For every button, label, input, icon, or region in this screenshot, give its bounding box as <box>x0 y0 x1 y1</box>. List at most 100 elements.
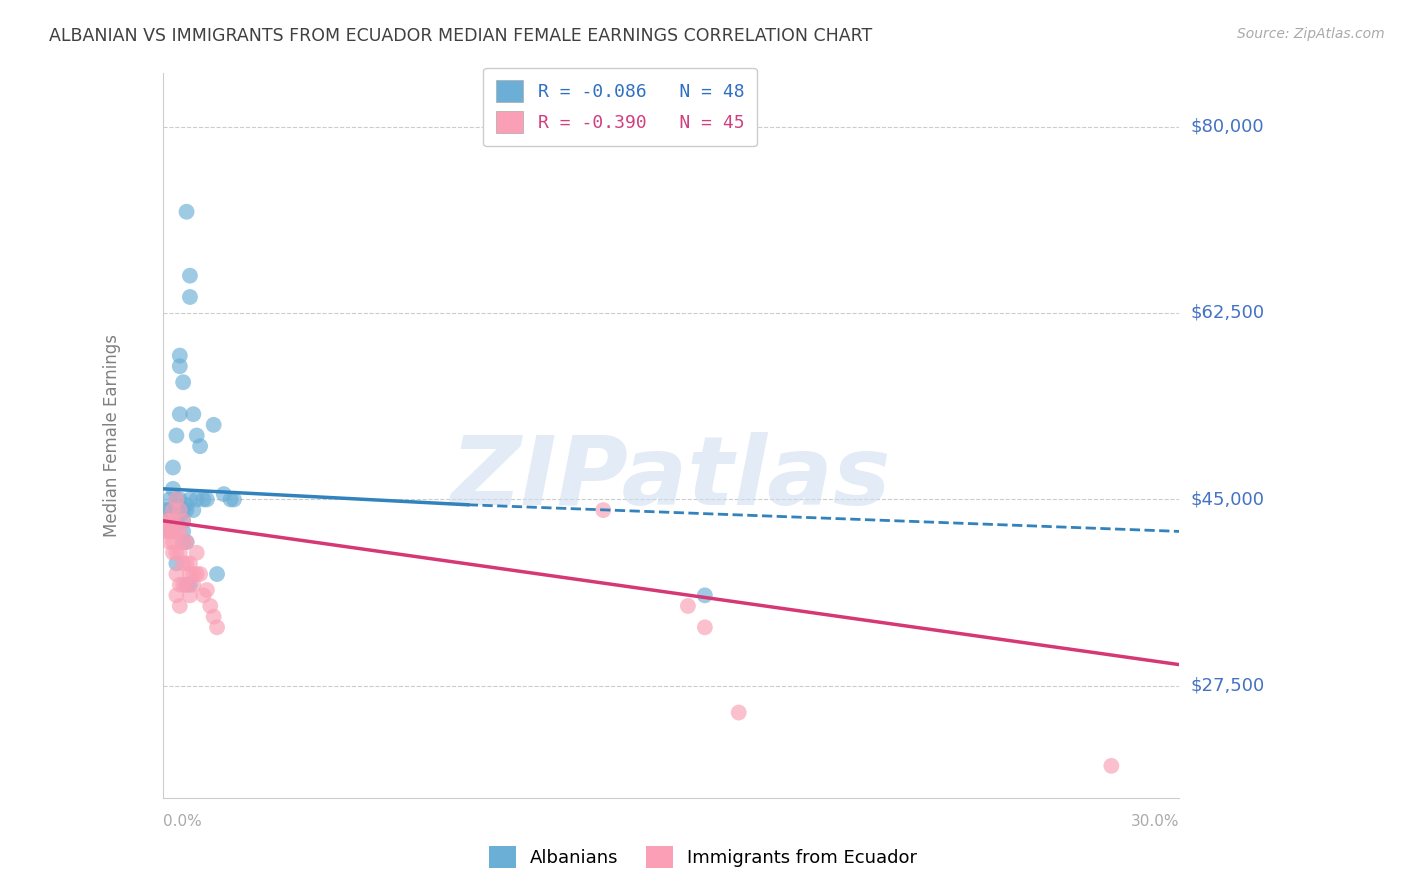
Point <box>162 503 184 517</box>
Point <box>172 524 194 539</box>
Point <box>176 535 198 549</box>
Point <box>165 503 187 517</box>
Point <box>165 428 187 442</box>
Point <box>169 503 191 517</box>
Point <box>183 567 205 582</box>
Text: Median Female Earnings: Median Female Earnings <box>103 334 121 537</box>
Legend: Albanians, Immigrants from Ecuador: Albanians, Immigrants from Ecuador <box>478 835 928 879</box>
Point <box>179 588 201 602</box>
Point <box>165 557 187 571</box>
Point <box>188 567 211 582</box>
Point <box>169 524 191 539</box>
Point <box>159 535 181 549</box>
Point <box>179 492 201 507</box>
Point <box>676 599 699 613</box>
Point <box>159 503 181 517</box>
Point <box>176 535 198 549</box>
Point <box>172 557 194 571</box>
Point <box>159 514 181 528</box>
Point <box>195 582 218 597</box>
Point <box>1099 759 1122 773</box>
Point <box>693 620 716 634</box>
Point <box>193 492 215 507</box>
Point <box>172 376 194 390</box>
Point <box>155 514 177 528</box>
Point <box>172 503 194 517</box>
Point <box>162 503 184 517</box>
Point <box>162 535 184 549</box>
Point <box>202 417 225 432</box>
Point <box>169 359 191 374</box>
Point <box>159 492 181 507</box>
Point <box>169 492 191 507</box>
Point <box>179 567 201 582</box>
Point <box>172 535 194 549</box>
Point <box>219 492 242 507</box>
Point <box>159 524 181 539</box>
Point <box>179 577 201 591</box>
Point <box>186 567 208 582</box>
Point <box>179 290 201 304</box>
Point <box>176 204 198 219</box>
Legend: R = -0.086   N = 48, R = -0.390   N = 45: R = -0.086 N = 48, R = -0.390 N = 45 <box>484 68 756 146</box>
Point <box>162 524 184 539</box>
Point <box>592 503 614 517</box>
Point <box>200 599 222 613</box>
Point <box>176 577 198 591</box>
Point <box>186 428 208 442</box>
Point <box>202 609 225 624</box>
Point <box>205 567 228 582</box>
Text: 30.0%: 30.0% <box>1130 814 1180 829</box>
Point <box>212 487 235 501</box>
Point <box>169 599 191 613</box>
Point <box>169 508 191 523</box>
Point <box>176 503 198 517</box>
Point <box>162 460 184 475</box>
Text: Source: ZipAtlas.com: Source: ZipAtlas.com <box>1237 27 1385 41</box>
Point <box>155 524 177 539</box>
Point <box>165 492 187 507</box>
Text: 0.0%: 0.0% <box>163 814 201 829</box>
Point <box>727 706 749 720</box>
Text: $80,000: $80,000 <box>1191 118 1264 136</box>
Point <box>193 588 215 602</box>
Point <box>162 514 184 528</box>
Point <box>183 577 205 591</box>
Point <box>165 588 187 602</box>
Point <box>693 588 716 602</box>
Point <box>162 482 184 496</box>
Point <box>179 557 201 571</box>
Point <box>172 577 194 591</box>
Point <box>172 514 194 528</box>
Point <box>186 492 208 507</box>
Point <box>162 546 184 560</box>
Point <box>176 557 198 571</box>
Point <box>165 514 187 528</box>
Point <box>176 498 198 512</box>
Point <box>176 577 198 591</box>
Point <box>172 514 194 528</box>
Point <box>165 492 187 507</box>
Point <box>222 492 245 507</box>
Point <box>162 514 184 528</box>
Point <box>172 535 194 549</box>
Point <box>155 514 177 528</box>
Point <box>165 546 187 560</box>
Text: ALBANIAN VS IMMIGRANTS FROM ECUADOR MEDIAN FEMALE EARNINGS CORRELATION CHART: ALBANIAN VS IMMIGRANTS FROM ECUADOR MEDI… <box>49 27 873 45</box>
Point <box>205 620 228 634</box>
Point <box>169 577 191 591</box>
Point <box>162 508 184 523</box>
Point <box>195 492 218 507</box>
Text: $62,500: $62,500 <box>1191 304 1264 322</box>
Point <box>179 268 201 283</box>
Point <box>188 439 211 453</box>
Text: $45,000: $45,000 <box>1191 491 1264 508</box>
Point <box>169 349 191 363</box>
Point <box>183 503 205 517</box>
Point <box>169 546 191 560</box>
Text: $27,500: $27,500 <box>1191 677 1264 695</box>
Point <box>183 407 205 421</box>
Point <box>169 407 191 421</box>
Point <box>165 567 187 582</box>
Point <box>159 524 181 539</box>
